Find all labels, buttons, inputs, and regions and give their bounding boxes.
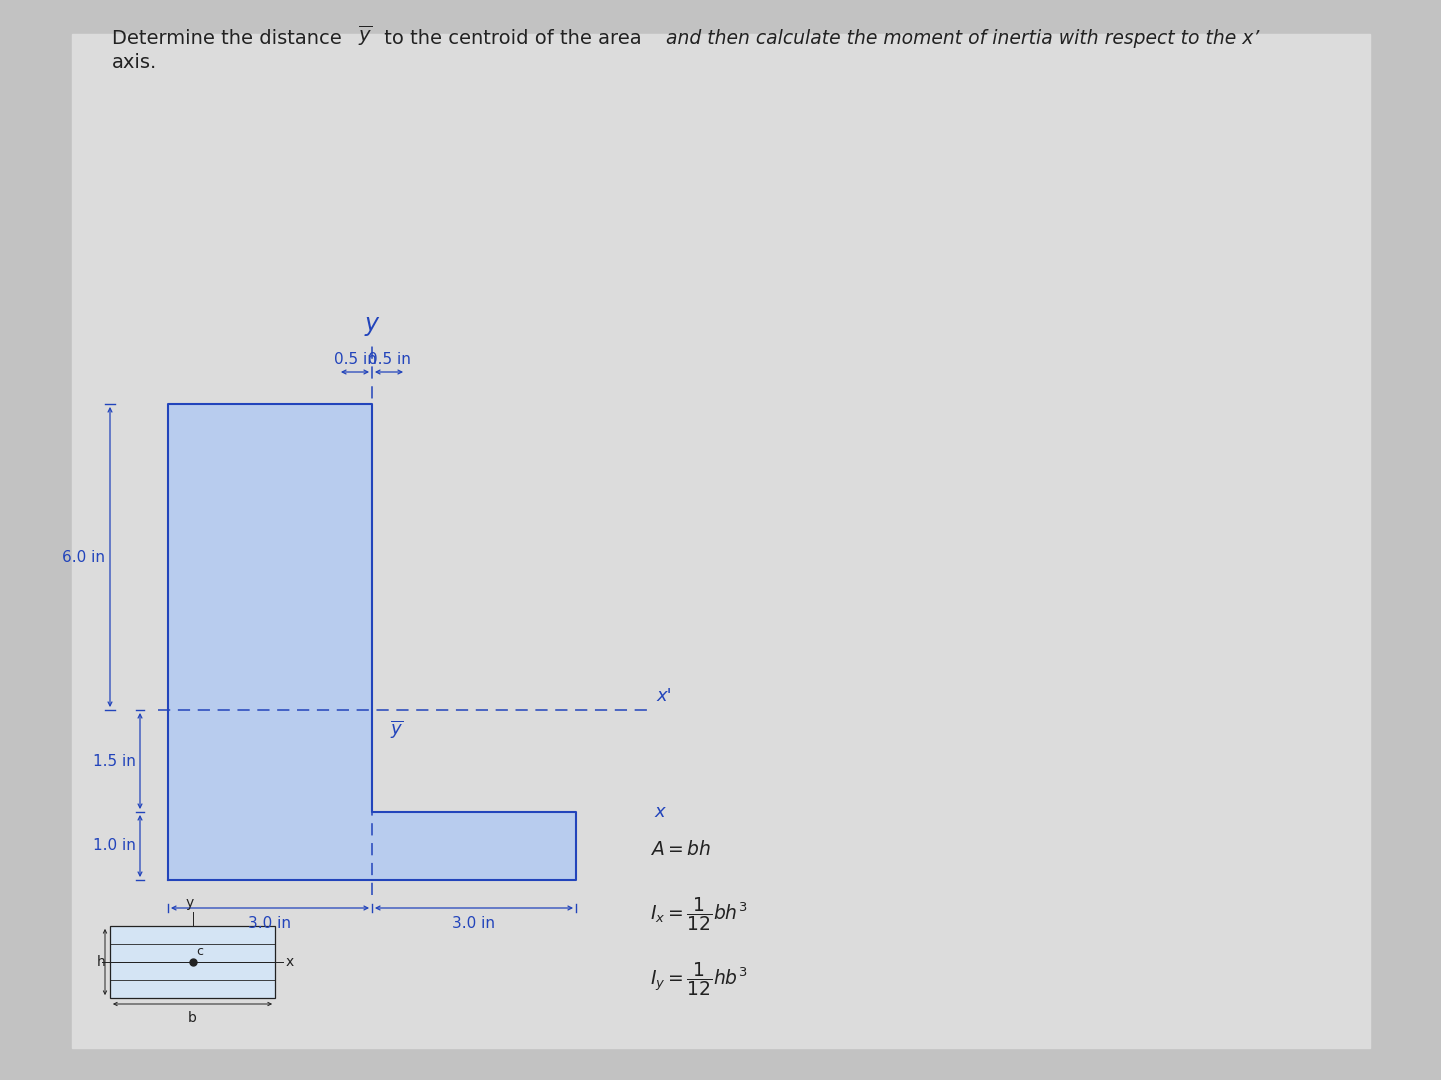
Bar xyxy=(169,404,372,880)
Text: y: y xyxy=(186,896,193,910)
Text: 3.0 in: 3.0 in xyxy=(248,916,291,931)
Text: 0.5 in: 0.5 in xyxy=(333,352,376,367)
Text: x: x xyxy=(654,804,664,821)
Text: b: b xyxy=(189,1011,197,1025)
Text: y: y xyxy=(365,312,379,336)
Text: c: c xyxy=(196,945,203,958)
Text: axis.: axis. xyxy=(112,53,157,72)
Text: 1.5 in: 1.5 in xyxy=(94,754,135,769)
Text: 1.0 in: 1.0 in xyxy=(94,838,135,853)
Text: 3.0 in: 3.0 in xyxy=(452,916,496,931)
Text: x': x' xyxy=(656,687,672,705)
Text: 6.0 in: 6.0 in xyxy=(62,550,105,565)
Text: x: x xyxy=(285,955,294,969)
Bar xyxy=(372,812,576,880)
Text: $I_y = \dfrac{1}{12}hb^3$: $I_y = \dfrac{1}{12}hb^3$ xyxy=(650,960,748,998)
Text: and then calculate the moment of inertia with respect to the x’: and then calculate the moment of inertia… xyxy=(660,29,1259,48)
Bar xyxy=(110,926,275,998)
Text: $I_x = \dfrac{1}{12}bh^3$: $I_x = \dfrac{1}{12}bh^3$ xyxy=(650,895,748,933)
Text: Determine the distance: Determine the distance xyxy=(112,29,347,48)
Text: $\overline{y}$: $\overline{y}$ xyxy=(391,718,403,740)
Text: $\overline{y}$: $\overline{y}$ xyxy=(357,24,372,48)
Text: $A = bh$: $A = bh$ xyxy=(650,840,712,859)
Text: 0.5 in: 0.5 in xyxy=(367,352,411,367)
Text: h: h xyxy=(97,955,105,969)
Text: to the centroid of the area: to the centroid of the area xyxy=(378,29,641,48)
